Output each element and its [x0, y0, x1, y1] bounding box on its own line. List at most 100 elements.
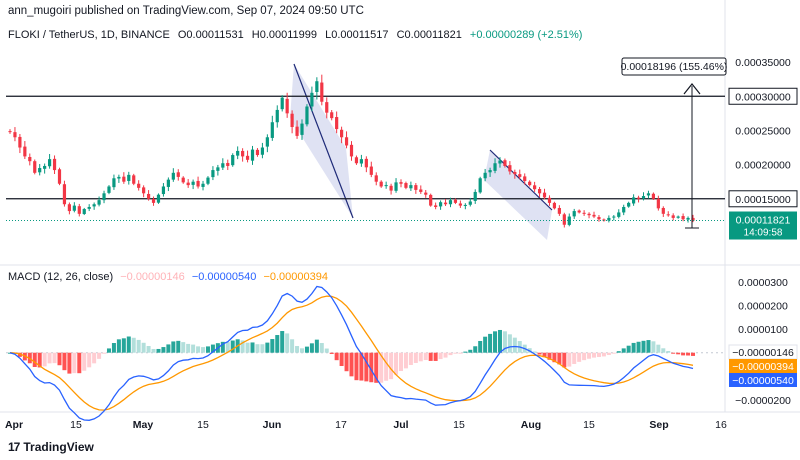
candle-body	[691, 217, 695, 221]
change-value: +0.00000289 (+2.51%)	[469, 29, 583, 41]
symbol-name[interactable]: FLOKI / TetherUS, 1D, BINANCE	[8, 29, 170, 41]
macd-histogram-bar	[87, 352, 92, 368]
candle-body	[270, 122, 274, 138]
candle-body	[132, 175, 136, 184]
candle-body	[47, 159, 52, 167]
candle-body	[582, 212, 586, 214]
macd-histogram-bar	[319, 343, 324, 353]
macd-histogram-bar	[671, 352, 676, 354]
macd-histogram-bar	[77, 352, 82, 374]
macd-histogram-bar	[686, 352, 691, 356]
time-tick-label: Jul	[393, 419, 408, 431]
macd-histogram-bar	[542, 352, 547, 358]
channel-1-upper	[293, 63, 354, 219]
macd-signal-value: −0.00000394	[263, 271, 328, 283]
candle-body	[92, 204, 96, 207]
candle-body	[607, 217, 611, 221]
macd-histogram-bar	[329, 352, 334, 354]
macd-histogram-bar	[324, 348, 329, 353]
macd-histogram-bar	[161, 347, 166, 353]
last-price-box	[729, 211, 797, 240]
candle-body	[166, 179, 170, 187]
measure-arrow-head	[683, 83, 701, 95]
macd-histogram-bar	[389, 352, 394, 380]
candle-body	[275, 109, 279, 123]
candle-body	[646, 193, 651, 196]
macd-histogram-bar	[67, 352, 72, 374]
macd-histogram-bar	[537, 352, 542, 355]
candle-body	[592, 214, 596, 217]
candle-body	[8, 131, 12, 133]
candle-body	[156, 194, 161, 203]
macd-histogram-bar	[567, 352, 572, 367]
macd-histogram-bar	[651, 341, 656, 353]
macd-histogram-bar	[507, 334, 512, 353]
candle-body	[681, 216, 685, 220]
tradingview-brand[interactable]: 17 TradingView	[8, 440, 94, 454]
candle-body	[364, 158, 368, 168]
macd-histogram-bar	[364, 352, 369, 382]
time-tick-label: Sep	[649, 419, 668, 431]
candle-body	[404, 183, 408, 188]
candle-body	[18, 136, 22, 148]
candle-body	[241, 150, 245, 157]
macd-histogram-bar	[111, 343, 116, 353]
macd-histogram-bar	[201, 347, 206, 353]
macd-histogram-bar	[309, 343, 314, 353]
macd-histogram-bar	[295, 346, 300, 353]
macd-histogram-bar	[681, 352, 686, 356]
price-tick-label: 0.00035000	[735, 57, 791, 69]
candle-body	[557, 207, 561, 214]
close-value: C0.00011821	[396, 29, 462, 41]
last-price-label: 0.00011821	[736, 215, 791, 227]
macd-title[interactable]: MACD (12, 26, close)	[8, 271, 114, 283]
candle-body	[146, 193, 151, 199]
macd-histogram-bar	[280, 331, 285, 353]
macd-histogram-bar	[478, 340, 483, 353]
macd-histogram-bar	[304, 346, 309, 353]
macd-histogram-bar	[339, 352, 344, 366]
macd-histogram-bar	[587, 352, 592, 359]
macd-histogram-bar	[151, 348, 156, 353]
candle-body	[325, 102, 329, 113]
macd-histogram-bar	[379, 352, 384, 383]
macd-histogram-bar	[106, 348, 111, 353]
candle-body	[468, 201, 472, 205]
candle-body	[255, 149, 260, 156]
candle-body	[572, 211, 576, 217]
candle-body	[201, 183, 205, 187]
candle-body	[359, 159, 363, 164]
candle-body	[97, 200, 101, 205]
candle-body	[389, 185, 393, 191]
macd-histogram-bar	[42, 352, 47, 367]
candle-body	[587, 213, 591, 216]
candle-body	[379, 181, 383, 187]
macd-histogram-bar	[374, 352, 379, 383]
macd-histogram-bar	[577, 352, 582, 362]
measure-label-box	[621, 57, 727, 76]
candle-body	[399, 182, 403, 184]
high-value: H0.00011999	[251, 29, 318, 41]
candle-body	[52, 158, 57, 171]
candle-body	[186, 182, 190, 186]
candle-body	[384, 185, 388, 187]
candle-body	[196, 180, 200, 187]
candle-body	[340, 129, 344, 138]
macd-hist-value: −0.00000146	[120, 271, 185, 283]
macd-histogram-bar	[245, 342, 250, 353]
macd-histogram-bar	[220, 341, 225, 353]
candle-body	[344, 137, 349, 146]
candle-body	[295, 126, 299, 136]
candle-body	[374, 175, 378, 182]
candle-body	[245, 155, 250, 160]
candle-body	[310, 92, 314, 107]
candle-body	[57, 169, 62, 184]
macd-histogram-bar	[606, 352, 611, 355]
candle-body	[260, 147, 265, 155]
candle-body	[122, 176, 126, 182]
brand-name: TradingView	[23, 440, 94, 454]
macd-histogram-bar	[557, 352, 562, 365]
candle-body	[518, 174, 522, 177]
macd-histogram-bar	[72, 352, 77, 374]
